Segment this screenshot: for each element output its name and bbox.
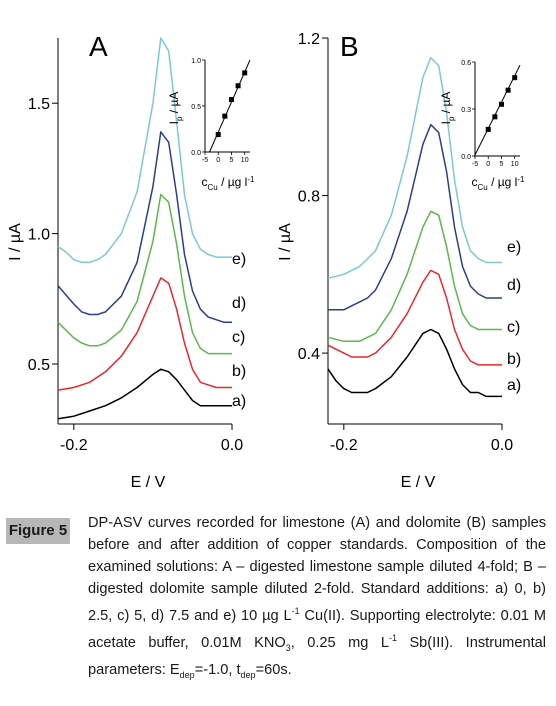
caption-part4: Sb(III). Instrumental parameters: E (88, 634, 546, 678)
inset-x-label-A: cCu / µg l-1 (202, 175, 255, 192)
x-axis-label-A: E / V (131, 474, 166, 491)
series-line-a-B (327, 328, 502, 398)
inset-A: 0.0 0.5 1.0 -5 0 5 10 cCu / µg l-1 Ip / µA (167, 58, 255, 192)
caption-sub3: dep (240, 669, 256, 680)
inset-y-tick-label-B: 0.3 (461, 107, 471, 114)
inset-data-point-A (242, 70, 248, 76)
y-tick-label-A: 0.5 (28, 357, 50, 374)
caption-part3: , 0.25 mg L (290, 634, 389, 651)
curve-label-c-B: c) (507, 319, 520, 336)
inset-y-tick-label-A: 1.0 (191, 58, 201, 65)
caption-text: DP-ASV curves recorded for limestone (A)… (88, 512, 546, 686)
panel-title-A: A (89, 31, 108, 62)
inset-y-tick-label-B: 0.6 (461, 60, 471, 67)
inset-data-point-A (222, 113, 228, 119)
panel-title-B: B (340, 31, 359, 62)
caption-sub2: dep (179, 669, 195, 680)
inset-B: 0.0 0.3 0.6 -5 0 5 10 cCu / µg l-1 Ip / µA (439, 60, 525, 192)
series-line-c-B (327, 210, 502, 343)
caption-main: DP-ASV curves recorded for limestone (A)… (88, 515, 546, 624)
series-line-e-A (57, 37, 232, 264)
inset-x-tick-label-B: -5 (472, 161, 478, 168)
series-line-d-A (57, 131, 232, 324)
inset-x-tick-label-B: 0 (486, 161, 490, 168)
x-tick-label-A: -0.2 (60, 437, 88, 454)
figure-label: Figure 5 (6, 518, 70, 544)
series-line-c-A (57, 193, 232, 355)
caption-sub1: 3 (285, 642, 291, 653)
series-line-b-A (57, 277, 232, 391)
inset-x-tick-label-A: 0 (216, 157, 220, 164)
curve-label-b-A: b) (232, 363, 246, 380)
inset-y-label-A: Ip / µA (167, 92, 184, 125)
caption-sup1: -1 (291, 606, 300, 616)
x-tick-label-B: 0.0 (491, 437, 513, 454)
inset-y-tick-label-B: 0.0 (461, 154, 471, 161)
curve-label-d-A: d) (232, 295, 246, 312)
y-tick-label-B: 0.4 (298, 346, 320, 363)
inset-data-point-A (215, 132, 221, 138)
inset-data-point-B (492, 114, 498, 120)
inset-y-tick-label-A: 0.0 (191, 150, 201, 157)
inset-x-label-B: cCu / µg l-1 (472, 175, 525, 192)
y-tick-label-B: 1.2 (298, 31, 320, 48)
inset-x-tick-label-B: 10 (511, 161, 519, 168)
inset-y-tick-label-A: 0.5 (191, 104, 201, 111)
inset-data-point-B (505, 87, 511, 93)
inset-data-point-A (235, 83, 241, 89)
series-line-b-B (327, 269, 502, 366)
y-tick-label-A: 1.5 (28, 96, 50, 113)
caption-part6: =60s. (255, 661, 292, 678)
series-line-d-B (328, 123, 502, 311)
inset-x-tick-label-B: 5 (500, 161, 504, 168)
inset-x-tick-label-A: 10 (241, 157, 249, 164)
inset-data-point-B (485, 126, 491, 132)
x-tick-label-A: 0.0 (221, 437, 243, 454)
y-tick-label-B: 0.8 (298, 189, 320, 206)
curve-label-e-A: e) (232, 251, 246, 268)
series-line-a-A (57, 368, 232, 420)
y-tick-label-A: 1.0 (28, 227, 50, 244)
series-line-e-B (327, 56, 502, 280)
figure-area: A 0.5 1.0 1.5 -0.2 0.0 E / V I / µA a) b) c) d) e) 0.… (7, 31, 525, 491)
caption-sup2: -1 (388, 632, 397, 643)
y-axis-label-B: I / µA (277, 223, 294, 261)
curve-label-a-B: a) (507, 377, 521, 394)
inset-fit-line-B (474, 64, 521, 157)
x-axis-label-B: E / V (401, 474, 436, 491)
curve-label-a-A: a) (232, 393, 246, 410)
caption-part5: =-1.0, t (194, 661, 241, 678)
inset-data-point-B (512, 75, 518, 81)
curve-label-c-A: c) (232, 329, 245, 346)
chart-svg: A 0.5 1.0 1.5 -0.2 0.0 E / V I / µA a) b) c) d) e) 0.… (7, 31, 525, 491)
curve-label-e-B: e) (507, 239, 521, 256)
inset-x-tick-label-A: -5 (202, 157, 208, 164)
x-tick-label-B: -0.2 (330, 437, 358, 454)
caption-part2: Cu(II). Supporting electrolyte: 0.01 M a… (88, 607, 547, 651)
figure-caption: Figure 5 DP-ASV curves recorded for lime… (0, 508, 556, 706)
inset-y-label-B: Ip / µA (439, 92, 456, 125)
curve-label-d-B: d) (507, 277, 521, 294)
curve-label-b-B: b) (507, 351, 521, 368)
y-axis-label-A: I / µA (7, 223, 24, 261)
panel-B: B 0.4 0.8 1.2 -0.2 0.0 E / V I / µA a) b) c) d) e) 0.… (277, 31, 525, 491)
inset-data-point-A (228, 97, 234, 103)
inset-x-tick-label-A: 5 (230, 157, 234, 164)
inset-data-point-B (498, 101, 504, 107)
panel-A: A 0.5 1.0 1.5 -0.2 0.0 E / V I / µA a) b) c) d) e) 0.… (7, 31, 255, 491)
